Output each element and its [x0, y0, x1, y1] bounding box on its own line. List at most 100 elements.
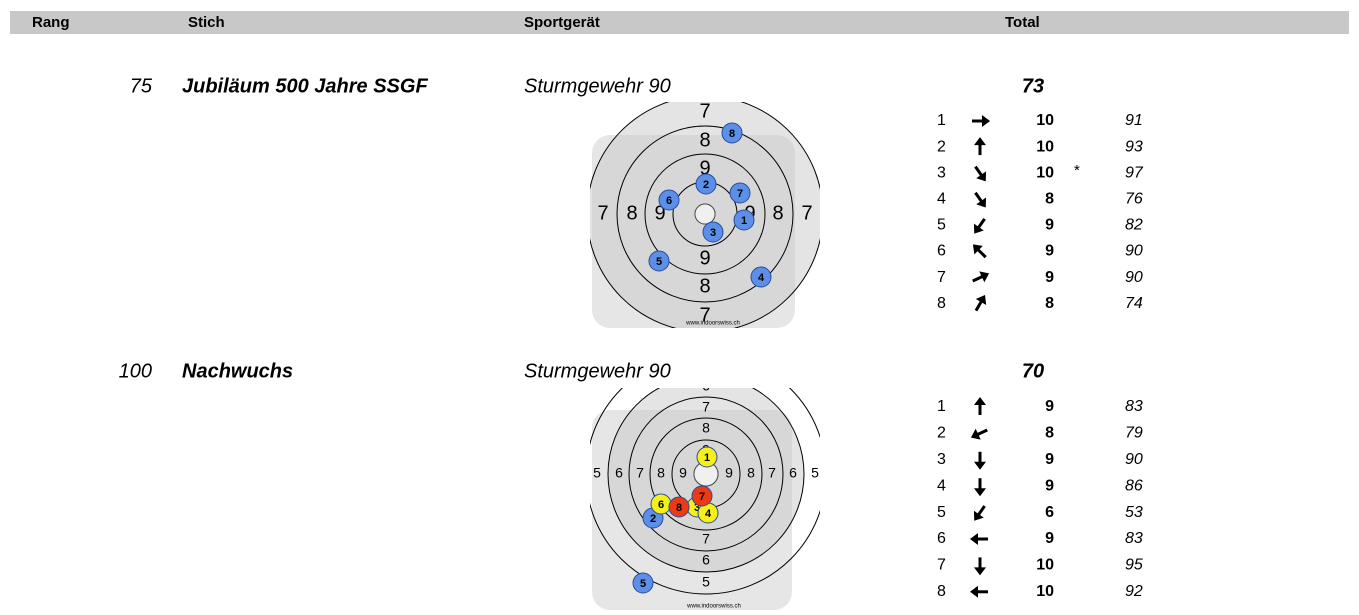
ring-label: 5	[702, 356, 710, 372]
ring-label: 5	[811, 465, 819, 481]
shot-number: 4	[758, 272, 765, 284]
shot-score: 79	[1125, 425, 1143, 442]
direction-arrow	[970, 189, 990, 211]
direction-arrow	[970, 533, 988, 545]
rang: 75	[130, 75, 153, 97]
center	[695, 204, 715, 224]
shot-nr: 2	[937, 138, 946, 155]
shot-score: 90	[1125, 243, 1143, 260]
shot-score: 83	[1125, 398, 1143, 415]
arrow-shaft	[977, 430, 987, 435]
sportgeraet: Sturmgewehr 90	[524, 75, 671, 97]
shot-score: 53	[1125, 504, 1143, 521]
shot-nr: 4	[937, 191, 946, 208]
arrow-head	[974, 397, 986, 405]
ring-label: 6	[702, 552, 710, 568]
shot-value: 8	[1045, 425, 1054, 442]
shot-value: 8	[1045, 191, 1054, 208]
shot-value: 8	[1045, 295, 1054, 312]
arrow-shaft	[978, 219, 984, 228]
ring-label: 6	[702, 378, 710, 394]
shot-value: 6	[1045, 504, 1054, 521]
shot-nr: 2	[937, 425, 946, 442]
ring-label: 7	[768, 465, 776, 481]
watermark-shape	[592, 135, 795, 328]
ring-label: 6	[615, 465, 623, 481]
header-total: Total	[1005, 14, 1040, 31]
ring-label: 8	[626, 202, 637, 224]
ring-label: 7	[801, 202, 812, 224]
shot-number: 6	[666, 195, 672, 207]
shot-number: 7	[737, 188, 743, 200]
ring-label: 9	[699, 247, 710, 269]
direction-arrow	[970, 586, 988, 598]
shot-nr: 1	[937, 112, 946, 129]
shot-nr: 8	[937, 583, 946, 600]
ring-label: 5	[702, 574, 710, 590]
arrow-head	[970, 533, 978, 545]
shot-score: 91	[1125, 112, 1143, 129]
shot-score: 90	[1125, 269, 1143, 286]
shot-number: 4	[705, 508, 712, 520]
direction-arrow	[974, 478, 986, 496]
ring-label: 7	[636, 465, 644, 481]
shot-score: 93	[1125, 138, 1143, 155]
shot-number: 3	[710, 227, 716, 239]
shot-value: 10	[1036, 557, 1054, 574]
shot-value: 10	[1036, 112, 1054, 129]
target: 55556666777788889999www.indoorswiss.ch12…	[586, 354, 826, 610]
arrow-head	[970, 586, 978, 598]
ring-label: 8	[772, 202, 783, 224]
shot-nr: 5	[937, 504, 946, 521]
arrow-head	[979, 268, 991, 282]
arrow-head	[982, 115, 990, 127]
header-stich: Stich	[188, 14, 225, 31]
direction-arrow	[969, 503, 989, 525]
ring-label: 5	[593, 465, 601, 481]
header-sportgeraet: Sportgerät	[524, 14, 600, 31]
arrow-head	[974, 462, 986, 470]
shot-nr: 3	[937, 164, 946, 181]
shot-value: 10	[1036, 164, 1054, 181]
direction-arrow	[971, 292, 990, 314]
shot-score: 92	[1125, 583, 1143, 600]
ring-label: 7	[702, 531, 710, 547]
shot-number: 2	[650, 513, 656, 525]
ring-label: 7	[702, 399, 710, 415]
shot-score: 97	[1125, 164, 1144, 181]
shot-score: 95	[1125, 557, 1143, 574]
shot-number: 1	[741, 215, 747, 227]
shot-number: 2	[703, 179, 709, 191]
ring-label: 8	[699, 129, 710, 151]
shot-value: 9	[1045, 217, 1054, 234]
direction-arrow	[969, 215, 989, 237]
shot-score: 76	[1125, 191, 1143, 208]
ring-label: 8	[699, 275, 710, 297]
ring-label: 9	[679, 465, 687, 481]
shot-value: 9	[1045, 269, 1054, 286]
shot-nr: 8	[937, 295, 946, 312]
shot-mark: *	[1074, 162, 1080, 179]
rang: 100	[119, 360, 152, 382]
header-rang: Rang	[32, 14, 70, 31]
direction-arrow	[970, 268, 991, 286]
direction-arrow	[972, 115, 990, 127]
direction-arrow	[970, 163, 990, 185]
stich: Nachwuchs	[182, 360, 293, 382]
total: 70	[1022, 360, 1044, 382]
shot-nr: 6	[937, 530, 946, 547]
page: Rang Stich Sportgerät Total 75Jubiläum 5…	[0, 0, 1359, 615]
arrow-head	[976, 292, 990, 305]
shot-nr: 4	[937, 477, 946, 494]
ring-label: 6	[789, 465, 797, 481]
shot-score: 90	[1125, 451, 1143, 468]
shot-nr: 7	[937, 557, 946, 574]
shot-score: 74	[1125, 295, 1143, 312]
shot-nr: 3	[937, 451, 946, 468]
shot-number: 8	[729, 128, 735, 140]
direction-arrow	[974, 137, 986, 155]
ring-label: 7	[699, 100, 710, 122]
shot-number: 6	[658, 499, 664, 511]
direction-arrow	[974, 397, 986, 415]
shot-number: 7	[699, 491, 705, 503]
